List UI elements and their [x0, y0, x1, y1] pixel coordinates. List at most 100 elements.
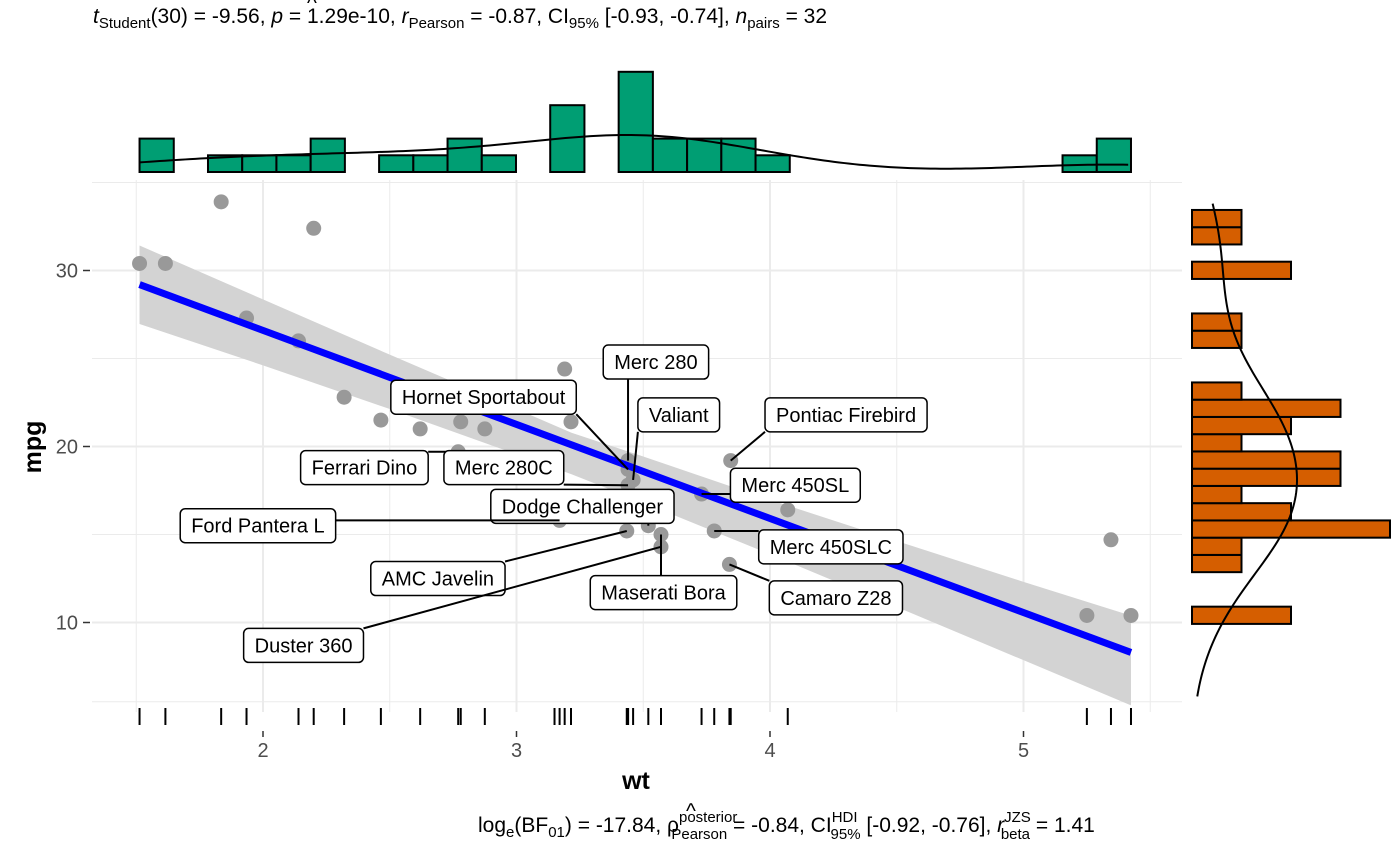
label-box	[757, 529, 904, 565]
caption-bayesian: loge(BF01) = -17.84, ρposterior Pearson =…	[478, 809, 1095, 843]
data-point	[1103, 532, 1119, 548]
y-tick-label: 30	[56, 261, 78, 283]
right-histogram-bar	[1191, 536, 1243, 556]
label-leader-line	[632, 431, 639, 481]
right-histogram-bar	[1191, 605, 1292, 625]
label-leader-line	[575, 413, 629, 471]
label-box	[242, 627, 365, 664]
right-histogram-bar	[1191, 484, 1243, 505]
top-histogram-bar	[309, 137, 346, 174]
top-histogram-bar	[1061, 154, 1098, 174]
right-histogram-bar	[1191, 553, 1243, 574]
data-point	[306, 220, 322, 236]
label-box	[490, 488, 675, 525]
label-leader-line	[730, 431, 766, 462]
point-label: Merc 450SL	[741, 475, 849, 497]
label-leader-line	[363, 545, 662, 630]
top-marginal-histogram	[138, 70, 1132, 174]
data-point	[1123, 607, 1139, 623]
right-histogram-bar	[1191, 415, 1292, 436]
right-histogram-bar	[1191, 450, 1342, 470]
point-label: Dodge Challenger	[502, 496, 664, 518]
data-point	[453, 414, 469, 430]
x-tick-label: 4	[764, 740, 775, 762]
data-point	[412, 421, 428, 437]
top-histogram-bar	[754, 154, 791, 174]
x-axis-title: wt	[621, 767, 650, 795]
top-histogram-bar	[686, 137, 723, 174]
point-label: Merc 280C	[455, 458, 553, 480]
regression-fit-line	[138, 281, 1133, 656]
label-box	[370, 560, 506, 597]
label-box	[299, 449, 429, 486]
right-histogram-bar	[1191, 398, 1342, 418]
rho-hat-accent: ^	[686, 800, 696, 823]
top-histogram-bar	[138, 137, 175, 174]
data-point	[780, 502, 796, 518]
data-point	[1079, 607, 1095, 623]
right-histogram-bar	[1191, 260, 1292, 280]
right-histogram-bar	[1191, 502, 1292, 522]
right-histogram-bar	[1191, 519, 1391, 539]
right-histogram-bar	[1191, 433, 1243, 453]
point-label: AMC Javelin	[382, 569, 494, 591]
top-histogram-bar	[446, 137, 483, 174]
regression-line	[138, 281, 1133, 656]
data-point	[477, 421, 493, 437]
x-tick-label: 3	[511, 740, 522, 762]
top-density-curve	[139, 133, 1129, 170]
label-box	[390, 379, 578, 415]
point-label: Valiant	[649, 405, 709, 427]
data-point	[373, 412, 389, 428]
point-label: Maserati Bora	[601, 583, 726, 605]
subtitle-frequentist: tStudent(30) = -9.56, p = 1.29e-10, rPea…	[93, 5, 827, 32]
right-density-curve	[1196, 203, 1299, 697]
y-axis-title: mpg	[19, 421, 47, 474]
top-histogram-bar	[617, 70, 654, 173]
right-histogram-bar	[1191, 467, 1342, 487]
x-rug	[138, 708, 1132, 725]
y-tick-label: 20	[56, 437, 78, 459]
data-point	[157, 255, 173, 271]
point-labels: Merc 280 Hornet Sportabout Valiant Pontiac …	[179, 344, 928, 664]
label-box	[729, 467, 862, 503]
top-histogram-bar	[1095, 137, 1132, 174]
label-box	[764, 397, 928, 433]
point-label: Ferrari Dino	[312, 458, 418, 480]
point-label: Merc 280	[614, 352, 697, 374]
data-point	[557, 361, 573, 377]
x-tick-label: 5	[1018, 740, 1029, 762]
point-label: Hornet Sportabout	[402, 387, 566, 409]
label-box	[637, 397, 721, 433]
axes: 2 3 4 5 10 20 30	[56, 261, 1029, 763]
data-point	[213, 194, 229, 210]
top-histogram-bar	[241, 154, 278, 174]
label-box	[768, 580, 904, 616]
label-leader-line	[504, 530, 628, 563]
y-tick-label: 10	[56, 613, 78, 635]
top-histogram-bar	[378, 154, 415, 174]
label-leader-line	[563, 483, 629, 487]
data-point	[132, 255, 148, 271]
label-box	[443, 449, 565, 486]
point-label: Merc 450SLC	[770, 537, 892, 559]
top-histogram-bar	[651, 137, 689, 174]
point-label: Ford Pantera L	[191, 516, 324, 538]
x-tick-label: 2	[257, 740, 268, 762]
label-box	[589, 574, 738, 611]
r-hat-accent: ^	[307, 0, 317, 15]
data-point	[336, 389, 352, 405]
right-histogram-bar	[1191, 381, 1243, 401]
point-label: Camaro Z28	[780, 588, 891, 610]
point-label: Pontiac Firebird	[776, 405, 916, 427]
label-box	[602, 344, 710, 380]
data-point	[563, 414, 579, 430]
point-label: Duster 360	[255, 635, 353, 657]
top-histogram-bar	[275, 154, 312, 174]
top-histogram-bar	[412, 154, 449, 174]
right-histogram-bar	[1191, 226, 1243, 246]
scatter-points	[132, 194, 1139, 623]
label-box	[179, 507, 337, 544]
